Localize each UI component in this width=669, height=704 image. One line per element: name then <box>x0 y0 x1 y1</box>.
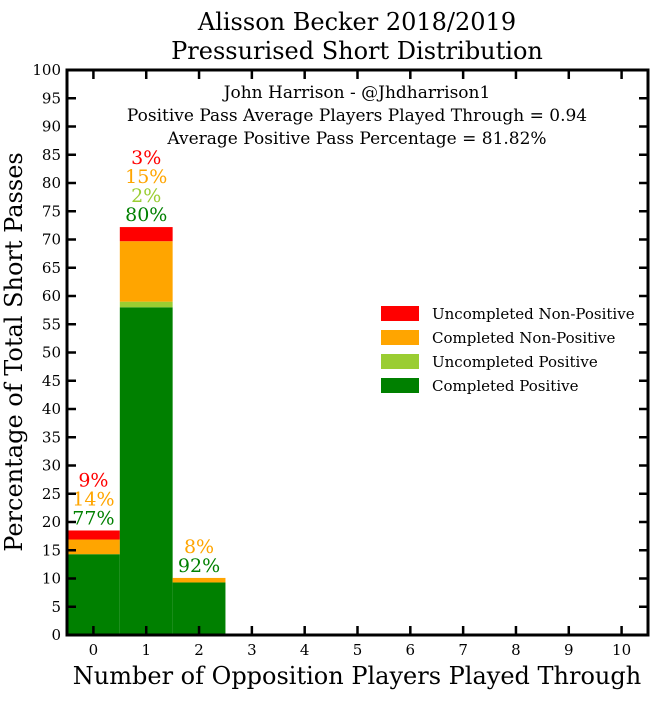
y-tick-label: 25 <box>42 485 61 503</box>
legend: Uncompleted Non-Positive Completed Non-Po… <box>381 305 635 395</box>
y-tick-label: 55 <box>42 315 61 333</box>
bar-label-0-1: 14% <box>72 488 114 510</box>
y-tick-label: 95 <box>42 89 61 107</box>
y-tick-label: 70 <box>42 231 61 249</box>
bar-label-2-0: 8% <box>184 536 214 558</box>
x-tick-label: 6 <box>406 641 416 659</box>
bar-label-1-0: 3% <box>131 147 161 169</box>
annotation-average-players: Positive Pass Average Players Played Thr… <box>127 106 587 126</box>
y-tick-label: 85 <box>42 146 61 164</box>
bar-label-1-3: 80% <box>125 204 167 226</box>
bar-labels-group: 77%14%9% 80%2%15%3% 92%8% <box>72 147 220 577</box>
y-tick-label: 50 <box>42 344 61 362</box>
annotation-positive-percentage: Average Positive Pass Percentage = 81.82… <box>166 129 546 149</box>
y-tick-label: 90 <box>42 118 61 136</box>
y-tick-label: 35 <box>42 428 61 446</box>
x-tick-label: 5 <box>353 641 363 659</box>
x-tick-label: 1 <box>141 641 151 659</box>
bar-label-2-1: 92% <box>178 555 220 577</box>
bar-label-0-2: 77% <box>72 507 114 529</box>
legend-label-completed-positive: Completed Positive <box>432 377 579 395</box>
x-tick-label: 7 <box>458 641 468 659</box>
bars-group <box>67 227 226 635</box>
y-tick-label: 15 <box>42 541 61 559</box>
bar-uncompleted-positive-1 <box>119 301 173 308</box>
legend-label-uncompleted-positive: Uncompleted Positive <box>432 353 598 371</box>
y-tick-label: 45 <box>42 372 61 390</box>
legend-swatch-completed-positive <box>381 378 419 393</box>
bar-label-1-1: 15% <box>125 166 167 188</box>
annotation-author: John Harrison - @Jhdharrison1 <box>222 83 491 103</box>
plot-frame <box>65 68 650 637</box>
y-tick-label: 65 <box>42 259 61 277</box>
bar-uncompleted-non-positive-1 <box>119 227 173 242</box>
x-tick-label: 9 <box>564 641 574 659</box>
bar-label-0-0: 9% <box>78 469 108 491</box>
y-tick-label: 30 <box>42 457 61 475</box>
legend-label-uncompleted-non-positive: Uncompleted Non-Positive <box>432 305 635 323</box>
bar-completed-positive-1 <box>119 307 173 635</box>
x-axis-label: Number of Opposition Players Played Thro… <box>73 662 641 690</box>
y-axis-label: Percentage of Total Short Passes <box>0 152 28 551</box>
annotation-block: John Harrison - @Jhdharrison1 Positive P… <box>127 83 587 149</box>
y-tick-label: 100 <box>32 61 61 79</box>
x-tick-label: 3 <box>247 641 257 659</box>
x-tick-label: 10 <box>612 641 631 659</box>
chart-subtitle: Pressurised Short Distribution <box>171 37 543 65</box>
x-tick-label: 0 <box>89 641 99 659</box>
bar-uncompleted-non-positive-0 <box>67 530 120 540</box>
x-tick-label: 8 <box>511 641 521 659</box>
y-tick-label: 80 <box>42 174 61 192</box>
x-tick-label: 4 <box>300 641 310 659</box>
bar-completed-non-positive-2 <box>172 577 226 583</box>
bar-completed-non-positive-1 <box>119 241 173 302</box>
y-tick-label: 20 <box>42 513 61 531</box>
y-tick-label: 5 <box>51 598 61 616</box>
y-tick-label: 10 <box>42 570 61 588</box>
y-tick-label: 0 <box>51 626 61 644</box>
bar-completed-non-positive-0 <box>67 539 120 555</box>
chart-title: Alisson Becker 2018/2019 <box>197 8 516 36</box>
legend-swatch-uncompleted-positive <box>381 354 419 369</box>
legend-swatch-completed-non-positive <box>381 330 419 345</box>
y-tick-label: 75 <box>42 202 61 220</box>
y-tick-label: 60 <box>42 287 61 305</box>
x-tick-label: 2 <box>194 641 204 659</box>
legend-swatch-uncompleted-non-positive <box>381 306 419 321</box>
bar-completed-positive-0 <box>67 554 120 635</box>
bar-label-1-2: 2% <box>131 185 161 207</box>
legend-label-completed-non-positive: Completed Non-Positive <box>432 329 615 347</box>
y-tick-label: 40 <box>42 400 61 418</box>
